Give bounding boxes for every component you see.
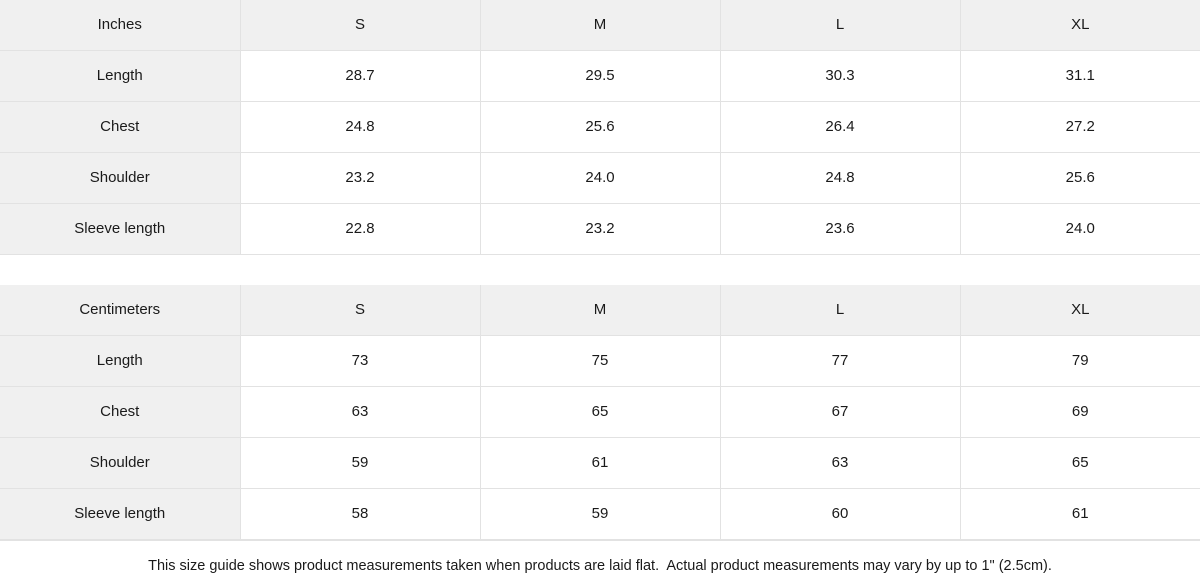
measurement-value: 23.6 xyxy=(719,203,961,255)
measurement-value: 73 xyxy=(239,335,481,387)
size-table-centimeters-body: Length 73 75 77 79 Chest 63 65 67 69 Sho… xyxy=(0,335,1200,540)
measurement-value: 24.8 xyxy=(719,152,961,204)
table-separator-gap xyxy=(0,255,1200,285)
measurement-label-sleeve-length: Sleeve length xyxy=(0,488,241,540)
size-table-inches: Inches S M L XL Length 28.7 29.5 30.3 31… xyxy=(0,0,1200,255)
measurement-value: 24.0 xyxy=(959,203,1200,255)
table-row: Sleeve length 22.8 23.2 23.6 24.0 xyxy=(0,203,1200,255)
size-header-s: S xyxy=(239,0,481,51)
size-header-s: S xyxy=(239,285,481,336)
measurement-value: 28.7 xyxy=(239,50,481,102)
table-header-row: Inches S M L XL xyxy=(0,0,1200,51)
unit-label-inches: Inches xyxy=(0,0,241,51)
measurement-value: 23.2 xyxy=(479,203,721,255)
measurement-label-chest: Chest xyxy=(0,101,241,153)
table-row: Chest 24.8 25.6 26.4 27.2 xyxy=(0,101,1200,153)
measurement-value: 77 xyxy=(719,335,961,387)
measurement-value: 65 xyxy=(959,437,1200,489)
size-header-m: M xyxy=(479,285,721,336)
unit-label-centimeters: Centimeters xyxy=(0,285,241,336)
measurement-value: 24.8 xyxy=(239,101,481,153)
size-table-centimeters: Centimeters S M L XL Length 73 75 77 79 … xyxy=(0,285,1200,540)
measurement-label-shoulder: Shoulder xyxy=(0,152,241,204)
table-row: Chest 63 65 67 69 xyxy=(0,386,1200,438)
table-row: Sleeve length 58 59 60 61 xyxy=(0,488,1200,540)
size-header-xl: XL xyxy=(959,0,1200,51)
table-row: Shoulder 23.2 24.0 24.8 25.6 xyxy=(0,152,1200,204)
measurement-value: 59 xyxy=(479,488,721,540)
table-header-row: Centimeters S M L XL xyxy=(0,285,1200,336)
measurement-value: 69 xyxy=(959,386,1200,438)
size-table-inches-body: Length 28.7 29.5 30.3 31.1 Chest 24.8 25… xyxy=(0,50,1200,255)
measurement-value: 25.6 xyxy=(479,101,721,153)
measurement-label-shoulder: Shoulder xyxy=(0,437,241,489)
measurement-value: 75 xyxy=(479,335,721,387)
measurement-value: 25.6 xyxy=(959,152,1200,204)
table-row: Length 28.7 29.5 30.3 31.1 xyxy=(0,50,1200,102)
measurement-value: 59 xyxy=(239,437,481,489)
size-header-xl: XL xyxy=(959,285,1200,336)
measurement-value: 27.2 xyxy=(959,101,1200,153)
size-table-inches-head: Inches S M L XL xyxy=(0,0,1200,51)
size-guide-footnote: This size guide shows product measuremen… xyxy=(0,540,1200,580)
measurement-value: 79 xyxy=(959,335,1200,387)
measurement-label-length: Length xyxy=(0,50,241,102)
size-table-centimeters-head: Centimeters S M L XL xyxy=(0,285,1200,336)
measurement-label-sleeve-length: Sleeve length xyxy=(0,203,241,255)
measurement-value: 24.0 xyxy=(479,152,721,204)
size-header-l: L xyxy=(719,0,961,51)
measurement-value: 63 xyxy=(719,437,961,489)
measurement-value: 63 xyxy=(239,386,481,438)
measurement-value: 65 xyxy=(479,386,721,438)
measurement-value: 67 xyxy=(719,386,961,438)
size-header-m: M xyxy=(479,0,721,51)
measurement-value: 29.5 xyxy=(479,50,721,102)
measurement-value: 58 xyxy=(239,488,481,540)
measurement-value: 22.8 xyxy=(239,203,481,255)
measurement-value: 31.1 xyxy=(959,50,1200,102)
table-row: Length 73 75 77 79 xyxy=(0,335,1200,387)
size-header-l: L xyxy=(719,285,961,336)
measurement-value: 23.2 xyxy=(239,152,481,204)
measurement-value: 61 xyxy=(959,488,1200,540)
table-row: Shoulder 59 61 63 65 xyxy=(0,437,1200,489)
measurement-label-length: Length xyxy=(0,335,241,387)
measurement-value: 30.3 xyxy=(719,50,961,102)
measurement-label-chest: Chest xyxy=(0,386,241,438)
measurement-value: 61 xyxy=(479,437,721,489)
measurement-value: 26.4 xyxy=(719,101,961,153)
measurement-value: 60 xyxy=(719,488,961,540)
